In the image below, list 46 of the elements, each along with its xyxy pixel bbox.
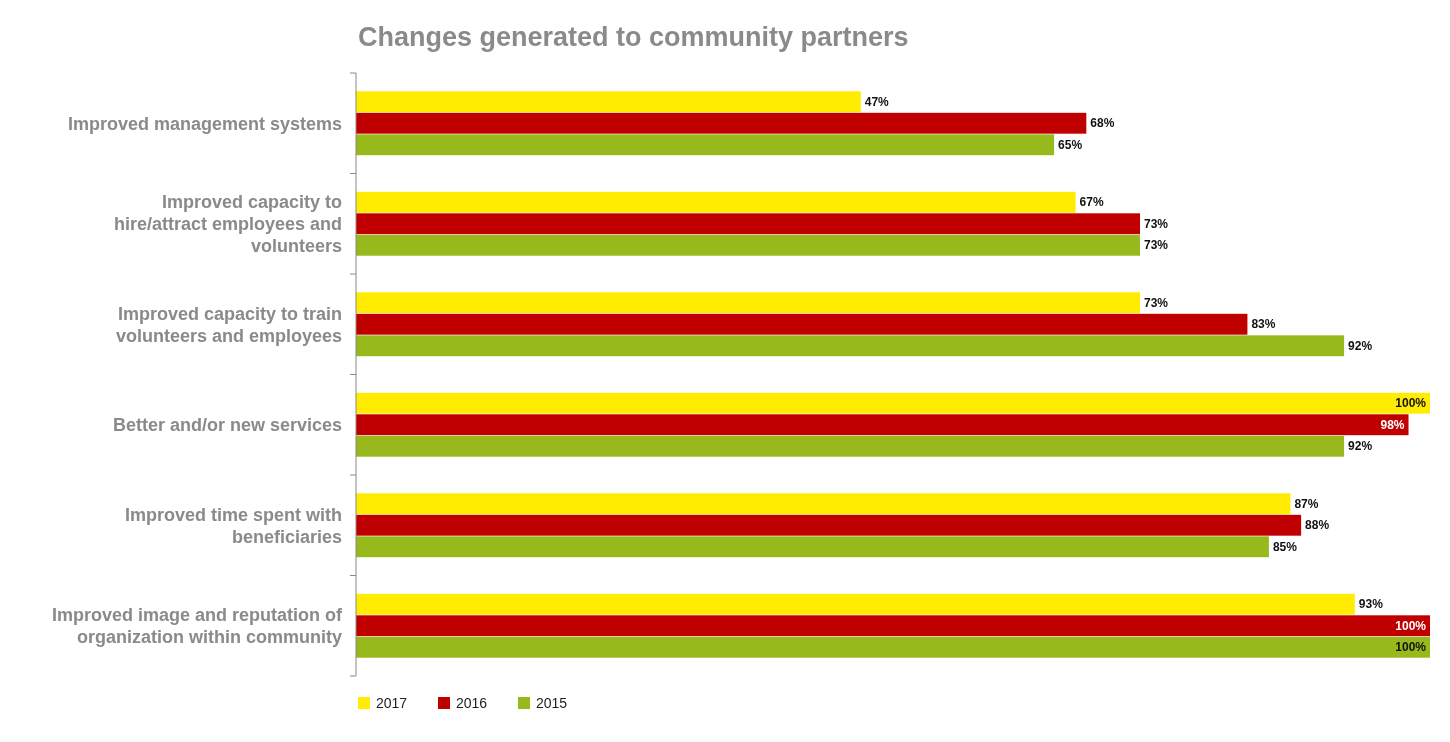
data-label: 65% [1058,137,1083,152]
bar [356,213,1141,235]
data-label: 85% [1272,539,1298,554]
legend-label: 2016 [456,694,488,711]
data-label: 98% [1380,417,1405,432]
data-label: 67% [1079,195,1104,210]
data-label: 83% [1251,317,1276,332]
bar [356,292,1141,314]
y-tick-label: Improved capacity to train volunteers and employees [115,303,342,346]
bar [356,134,1055,156]
data-label: 100% [1395,618,1427,633]
y-tick-label: Improved time spent with beneficiaries [124,504,342,547]
data-label: 73% [1144,238,1169,253]
bar [356,514,1302,536]
y-tick-label: Better and/or new services [112,415,342,436]
bar [356,435,1345,457]
bar [356,335,1345,357]
bar [356,536,1269,558]
legend-label: 2015 [536,694,568,711]
data-label: 100% [1395,640,1427,655]
data-label: 100% [1395,396,1427,411]
bar [356,392,1430,414]
data-label: 92% [1348,439,1373,454]
data-label: 73% [1144,216,1169,231]
bar [356,91,861,113]
bar [356,593,1355,615]
data-label: 73% [1144,295,1169,310]
bar [356,414,1409,436]
bar [356,636,1430,658]
bar [356,313,1248,335]
bar [356,493,1291,515]
bar [356,191,1076,213]
bar [356,615,1430,637]
legend-label: 2017 [376,694,408,711]
data-label: 93% [1358,597,1384,612]
y-tick-label: Improved image and reputation of organization within community [51,605,343,648]
data-label: 88% [1305,518,1330,533]
bar [356,234,1141,256]
y-tick-label: Improved management systems [67,113,342,134]
data-label: 47% [864,94,890,109]
chart-title: Changes generated to community partners [358,22,909,52]
y-tick-label: Improved capacity to hire/attract employees and volunteers [113,192,342,257]
data-label: 92% [1348,338,1373,353]
bar [356,112,1087,134]
data-label: 68% [1090,116,1115,131]
data-label: 87% [1294,496,1319,511]
